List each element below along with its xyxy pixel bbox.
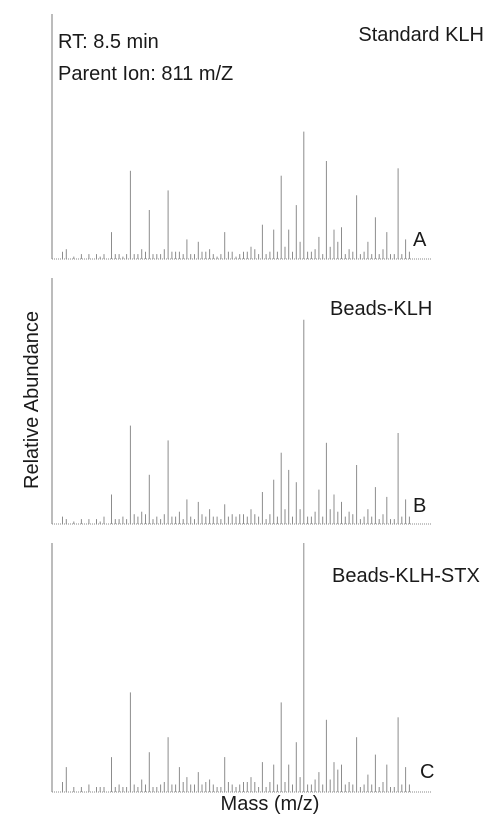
panel-a-annotation-rt: RT: 8.5 min	[58, 31, 159, 53]
panel-c-peaks	[62, 543, 410, 792]
panel-c-letter: C	[420, 761, 434, 783]
x-axis-label: Mass (m/z)	[221, 793, 320, 815]
panel-b: Beads-KLH B	[51, 278, 432, 525]
panel-b-letter: B	[413, 495, 426, 517]
panel-b-title: Beads-KLH	[330, 298, 432, 320]
panel-a-letter: A	[413, 229, 427, 251]
panel-b-peaks	[62, 319, 410, 524]
panel-c-title: Beads-KLH-STX	[332, 565, 480, 587]
panel-a-annotation-parent-ion: Parent Ion: 811 m/Z	[58, 63, 233, 85]
panel-a-peaks	[62, 131, 410, 259]
y-axis-label: Relative Abundance	[21, 311, 43, 489]
panel-c: Beads-KLH-STX C	[51, 543, 480, 793]
panel-a: RT: 8.5 min Parent Ion: 811 m/Z Standard…	[51, 14, 484, 260]
panel-a-title: Standard KLH	[358, 24, 484, 46]
